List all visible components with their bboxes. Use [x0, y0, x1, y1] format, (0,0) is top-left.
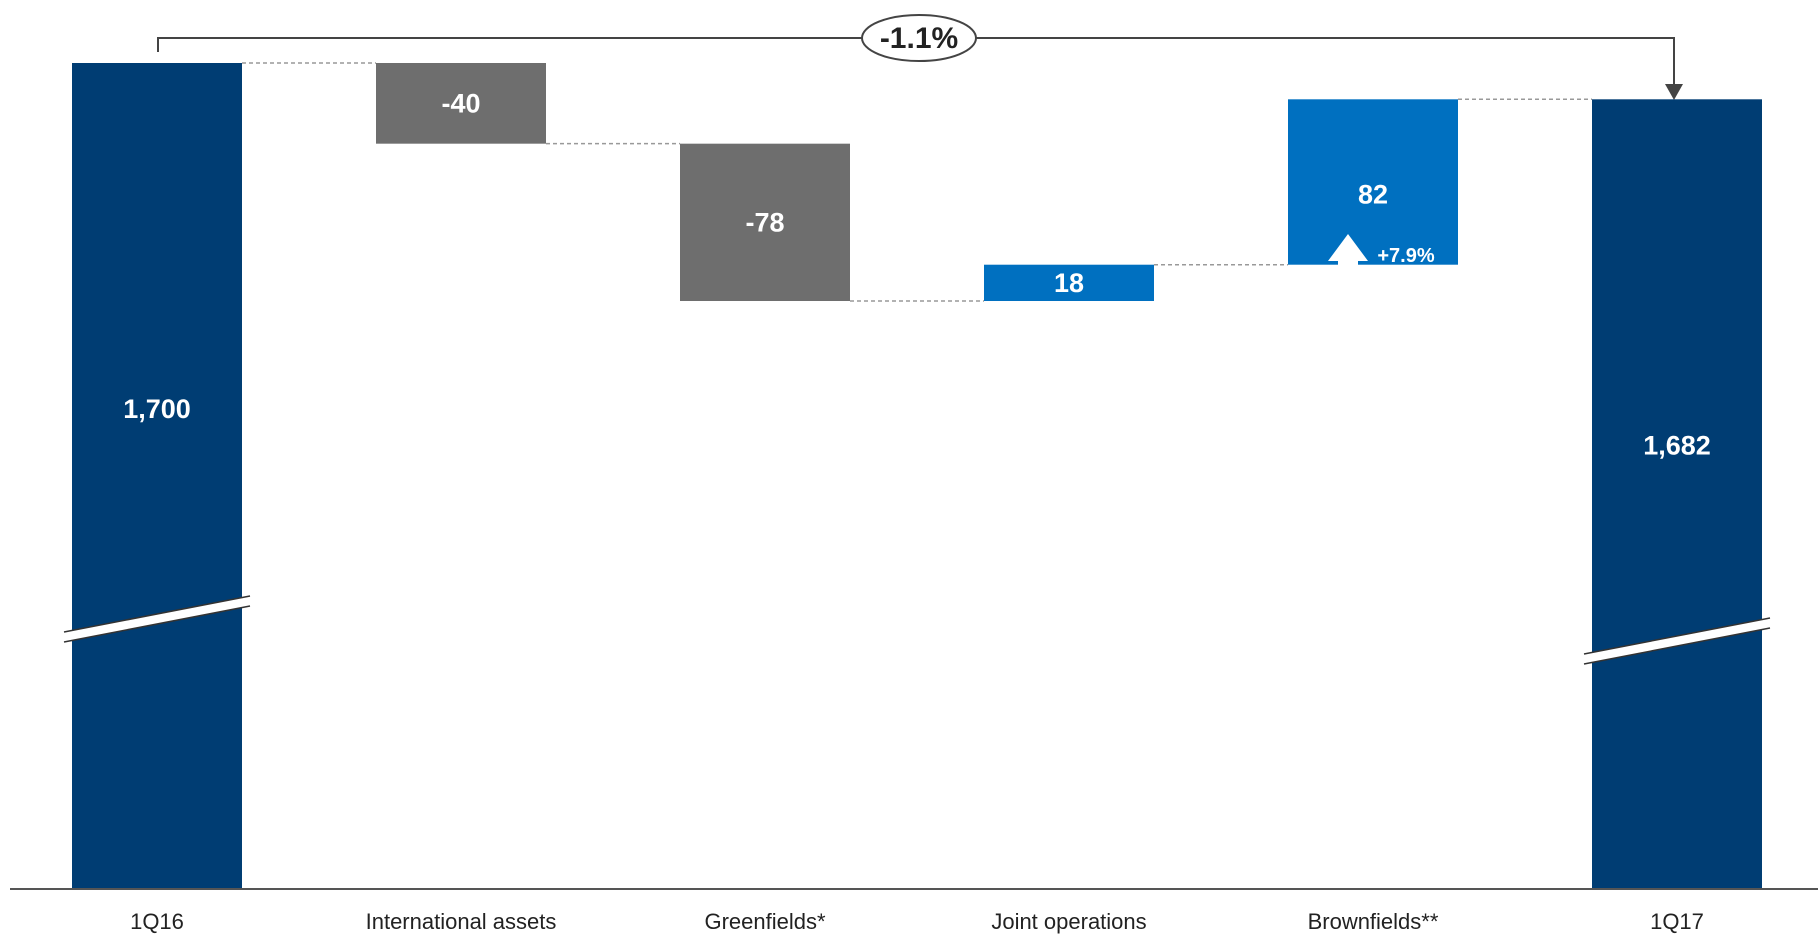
category-label: 1Q17 — [1650, 909, 1704, 934]
brownfields-annotation: +7.9% y-o-y — [1328, 234, 1435, 293]
axis-break — [64, 596, 250, 642]
axis-break-edge — [63, 605, 251, 643]
value-labels: 1,700 -40 -78 18 82 1,682 — [123, 88, 1711, 460]
category-label: Joint operations — [991, 909, 1146, 934]
total-change-bracket — [157, 37, 1675, 92]
category-label: Brownfields** — [1308, 909, 1439, 934]
value-label: -78 — [745, 207, 784, 237]
bars — [63, 63, 1771, 889]
category-label: 1Q16 — [130, 909, 184, 934]
value-label: 18 — [1054, 268, 1084, 298]
axis-break-edge — [63, 595, 251, 633]
brownfields-growth-pct: +7.9% — [1377, 245, 1434, 267]
bar-total-start — [72, 63, 242, 889]
axis-break — [1584, 618, 1770, 664]
brownfields-growth-period: y-o-y — [1382, 271, 1431, 293]
value-label: 1,700 — [123, 394, 191, 424]
connector-lines — [242, 62, 1592, 302]
category-label: International assets — [366, 909, 557, 934]
category-labels: 1Q16 International assets Greenfields* Join… — [130, 909, 1704, 934]
value-label: 1,682 — [1643, 431, 1711, 461]
total-change-label: -1.1% — [880, 22, 958, 55]
total-change-ellipse — [861, 14, 977, 62]
bar-decrease-2 — [680, 143, 850, 302]
bar-increase-4 — [1288, 99, 1458, 265]
value-label: -40 — [441, 88, 480, 118]
up-arrow-icon — [1328, 234, 1368, 291]
bar-total-end — [1592, 99, 1762, 889]
axis-break-edge — [1583, 617, 1771, 655]
bar-increase-3 — [984, 264, 1154, 302]
total-change-arrowhead — [1665, 84, 1683, 100]
bar-decrease-1 — [376, 63, 546, 144]
category-label: Greenfields* — [704, 909, 826, 934]
value-label: 82 — [1358, 179, 1388, 209]
axis-break-edge — [1583, 627, 1771, 665]
